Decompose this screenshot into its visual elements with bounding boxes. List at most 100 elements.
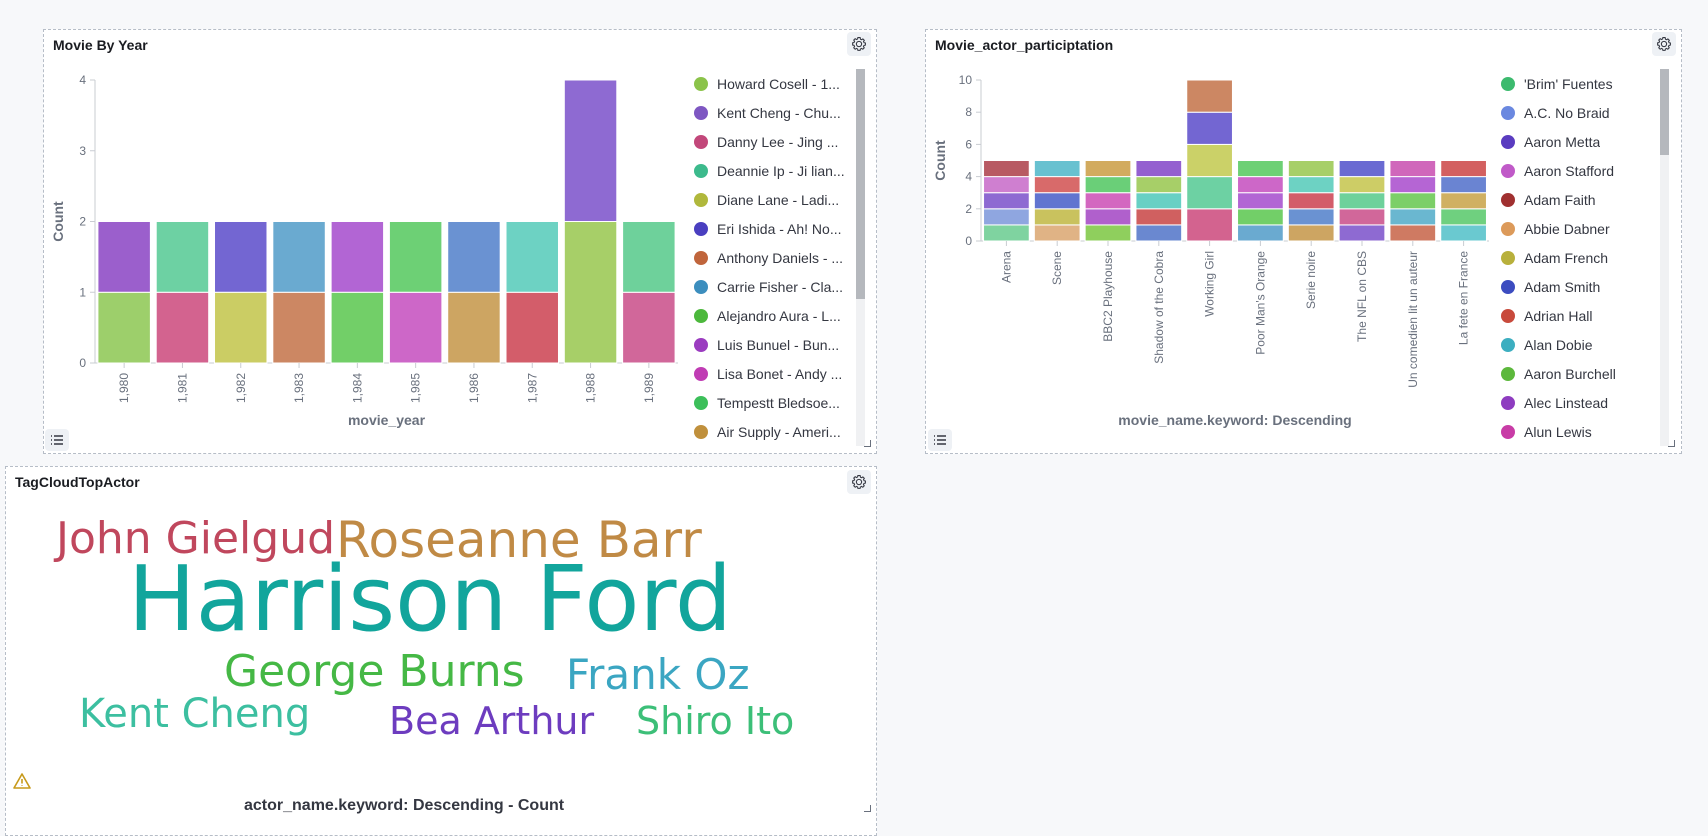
bar-segment[interactable] bbox=[1338, 208, 1386, 226]
bar-segment[interactable] bbox=[1237, 192, 1284, 210]
legend-item[interactable]: Abbie Dabner bbox=[1501, 214, 1666, 243]
bar-segment[interactable] bbox=[1033, 208, 1081, 226]
legend-scrollbar-thumb[interactable] bbox=[1660, 69, 1669, 155]
legend-item[interactable]: Luis Bunuel - Bun... bbox=[694, 330, 864, 359]
bar-segment[interactable] bbox=[1135, 192, 1183, 210]
bar-segment[interactable] bbox=[1338, 192, 1386, 210]
tag-john-gielgud[interactable]: John Gielgud bbox=[56, 513, 336, 564]
bar-segment[interactable] bbox=[563, 79, 618, 222]
bar-segment[interactable] bbox=[1033, 224, 1081, 242]
bar-segment[interactable] bbox=[1389, 176, 1437, 194]
bar-segment[interactable] bbox=[1338, 176, 1386, 194]
bar-segment[interactable] bbox=[1389, 192, 1437, 210]
bar-segment[interactable] bbox=[1084, 176, 1132, 194]
bar-segment[interactable] bbox=[330, 291, 385, 364]
legend-item[interactable]: Eri Ishida - Ah! No... bbox=[694, 214, 864, 243]
bar-segment[interactable] bbox=[1186, 79, 1233, 113]
toggle-legend-button[interactable] bbox=[928, 429, 952, 451]
legend-item[interactable]: Deannie Ip - Ji lian... bbox=[694, 156, 864, 185]
legend-item[interactable]: Alun Lewis bbox=[1501, 417, 1666, 446]
bar-segment[interactable] bbox=[1287, 192, 1335, 210]
resize-handle[interactable] bbox=[1668, 440, 1675, 447]
bar-segment[interactable] bbox=[1135, 224, 1183, 242]
bar-segment[interactable] bbox=[214, 221, 268, 293]
bar-segment[interactable] bbox=[1389, 224, 1437, 242]
tag-bea-arthur[interactable]: Bea Arthur bbox=[389, 699, 595, 743]
bar-segment[interactable] bbox=[97, 221, 151, 293]
legend-item[interactable]: Alan Dobie bbox=[1501, 330, 1666, 359]
legend-item[interactable]: Diane Lane - Ladi... bbox=[694, 185, 864, 214]
bar-segment[interactable] bbox=[1033, 192, 1081, 210]
bar-segment[interactable] bbox=[1338, 160, 1386, 178]
bar-segment[interactable] bbox=[97, 291, 151, 364]
bar-segment[interactable] bbox=[1135, 176, 1183, 194]
bar-segment[interactable] bbox=[622, 291, 676, 364]
legend-item[interactable]: Adam Smith bbox=[1501, 272, 1666, 301]
resize-handle[interactable] bbox=[864, 805, 871, 812]
bar-segment[interactable] bbox=[1135, 208, 1183, 226]
bar-segment[interactable] bbox=[1084, 192, 1132, 210]
bar-segment[interactable] bbox=[1287, 208, 1335, 226]
bar-segment[interactable] bbox=[272, 221, 326, 293]
legend-scrollbar-thumb[interactable] bbox=[856, 69, 865, 299]
bar-segment[interactable] bbox=[1389, 208, 1437, 226]
bar-segment[interactable] bbox=[1237, 208, 1284, 226]
bar-segment[interactable] bbox=[1186, 143, 1233, 178]
bar-segment[interactable] bbox=[155, 291, 210, 364]
bar-segment[interactable] bbox=[505, 221, 559, 293]
legend-item[interactable]: Lisa Bonet - Andy ... bbox=[694, 359, 864, 388]
bar-segment[interactable] bbox=[983, 208, 1030, 226]
bar-segment[interactable] bbox=[1186, 111, 1233, 145]
legend-item[interactable]: Aaron Metta bbox=[1501, 127, 1666, 156]
bar-segment[interactable] bbox=[1440, 208, 1487, 226]
bar-segment[interactable] bbox=[1084, 160, 1132, 178]
bar-segment[interactable] bbox=[1033, 160, 1081, 178]
panel-options-button[interactable] bbox=[1652, 32, 1676, 56]
panel-options-button[interactable] bbox=[847, 470, 871, 494]
legend-item[interactable]: Adam French bbox=[1501, 243, 1666, 272]
bar-segment[interactable] bbox=[622, 221, 676, 293]
legend-item[interactable]: Danny Lee - Jing ... bbox=[694, 127, 864, 156]
tag-roseanne-barr[interactable]: Roseanne Barr bbox=[336, 511, 702, 569]
tag-george-burns[interactable]: George Burns bbox=[224, 646, 525, 697]
tag-harrison-ford[interactable]: Harrison Ford bbox=[128, 547, 733, 652]
legend-scrollbar[interactable] bbox=[856, 69, 865, 446]
legend-item[interactable]: A.C. No Braid bbox=[1501, 98, 1666, 127]
warning-icon[interactable] bbox=[13, 773, 31, 789]
legend-item[interactable]: Tempestt Bledsoe... bbox=[694, 388, 864, 417]
bar-segment[interactable] bbox=[983, 176, 1030, 194]
bar-segment[interactable] bbox=[447, 291, 501, 364]
bar-segment[interactable] bbox=[1389, 160, 1437, 178]
bar-segment[interactable] bbox=[1338, 224, 1386, 242]
bar-segment[interactable] bbox=[983, 160, 1030, 178]
bar-segment[interactable] bbox=[1237, 176, 1284, 194]
toggle-legend-button[interactable] bbox=[45, 429, 69, 451]
bar-segment[interactable] bbox=[1084, 208, 1132, 226]
legend-item[interactable]: Kent Cheng - Chu... bbox=[694, 98, 864, 127]
resize-handle[interactable] bbox=[864, 440, 871, 447]
bar-segment[interactable] bbox=[1186, 208, 1233, 242]
legend-item[interactable]: Air Supply - Ameri... bbox=[694, 417, 864, 446]
tag-shiro-ito[interactable]: Shiro Ito bbox=[636, 699, 795, 743]
bar-segment[interactable] bbox=[1186, 176, 1233, 210]
legend-item[interactable]: Alejandro Aura - L... bbox=[694, 301, 864, 330]
tag-kent-cheng[interactable]: Kent Cheng bbox=[79, 691, 311, 737]
bar-segment[interactable] bbox=[1084, 224, 1132, 242]
bar-segment[interactable] bbox=[1237, 224, 1284, 242]
bar-segment[interactable] bbox=[1440, 160, 1487, 178]
bar-segment[interactable] bbox=[1135, 160, 1183, 178]
bar-segment[interactable] bbox=[1440, 176, 1487, 194]
bar-segment[interactable] bbox=[983, 192, 1030, 210]
legend-item[interactable]: Aaron Burchell bbox=[1501, 359, 1666, 388]
bar-segment[interactable] bbox=[447, 221, 501, 293]
bar-segment[interactable] bbox=[1287, 224, 1335, 242]
legend-item[interactable]: Aaron Stafford bbox=[1501, 156, 1666, 185]
legend-item[interactable]: Adrian Hall bbox=[1501, 301, 1666, 330]
bar-segment[interactable] bbox=[155, 221, 210, 293]
legend-item[interactable]: Alec Linstead bbox=[1501, 388, 1666, 417]
bar-segment[interactable] bbox=[1033, 176, 1081, 194]
legend-item[interactable]: 'Brim' Fuentes bbox=[1501, 69, 1666, 98]
bar-segment[interactable] bbox=[330, 221, 385, 293]
legend-scrollbar[interactable] bbox=[1660, 69, 1669, 446]
legend-item[interactable]: Howard Cosell - 1... bbox=[694, 69, 864, 98]
